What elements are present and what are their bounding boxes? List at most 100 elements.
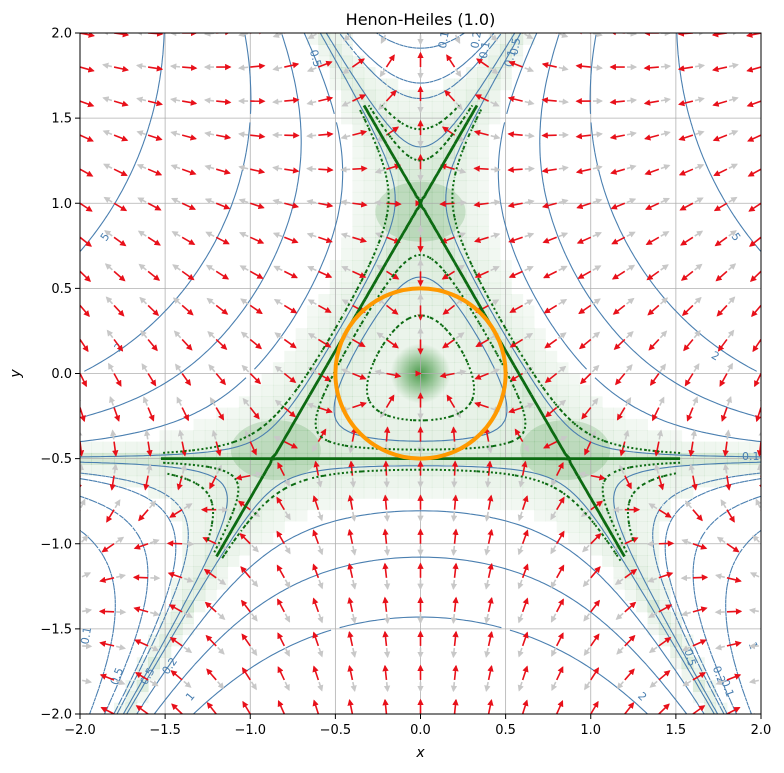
shade-cell (522, 418, 535, 431)
force-arrow (475, 338, 489, 348)
shade-cell (636, 487, 648, 499)
force-arrow (521, 460, 528, 476)
shade-cell (420, 260, 433, 272)
shade-cell (363, 316, 376, 329)
shade-cell (193, 418, 206, 431)
shade-cell (363, 362, 376, 374)
shade-cell (182, 521, 194, 533)
shade-cell (216, 487, 229, 499)
shade-cell (341, 373, 353, 386)
gradient-arrow (656, 429, 664, 440)
force-arrow (277, 666, 286, 681)
shade-cell (397, 328, 410, 340)
shade-cell (647, 589, 660, 601)
shade-cell (318, 305, 331, 318)
shade-cell (170, 577, 183, 590)
shade-cell (477, 260, 490, 272)
shade-cell (284, 441, 297, 454)
gradient-arrow (454, 34, 461, 44)
gradient-arrow (169, 63, 181, 70)
shade-cell (465, 430, 478, 443)
shade-cell (261, 441, 274, 454)
gradient-arrow (272, 165, 283, 172)
shade-cell (318, 373, 331, 386)
shade-cell (375, 396, 387, 409)
gradient-arrow (340, 199, 351, 206)
shade-cell (477, 248, 490, 261)
gradient-arrow (108, 362, 114, 372)
gradient-arrow (728, 163, 738, 170)
shade-cell (477, 487, 490, 499)
shade-cell (409, 146, 421, 159)
gradient-arrow (490, 133, 501, 140)
shade-cell (250, 475, 263, 488)
force-arrow (442, 338, 456, 349)
force-arrow (474, 401, 489, 409)
shade-cell (522, 498, 535, 511)
shade-cell (420, 271, 433, 284)
gradient-arrow (583, 613, 591, 622)
gradient-arrow (136, 163, 147, 170)
force-arrow (647, 304, 660, 316)
y-tick-label: 0.0 (51, 367, 72, 382)
shade-cell (375, 418, 387, 431)
shade-cell (216, 498, 229, 511)
shade-cell (465, 180, 478, 193)
shade-cell (420, 475, 433, 488)
shade-cell (114, 441, 126, 454)
gradient-arrow (238, 33, 249, 38)
shade-cell (170, 464, 183, 477)
shade-cell (545, 441, 558, 454)
force-arrow (138, 509, 149, 522)
gradient-arrow (693, 329, 701, 339)
gradient-arrow (102, 96, 113, 103)
gradient-arrow (658, 396, 665, 406)
shade-cell (465, 146, 478, 159)
force-arrow (726, 673, 742, 681)
shade-cell (624, 430, 637, 443)
shade-cell (692, 475, 705, 488)
force-arrow (749, 270, 761, 282)
shade-cell (613, 566, 626, 579)
force-arrow (575, 132, 591, 140)
gradient-arrow (558, 435, 568, 442)
shade-cell (272, 373, 285, 386)
gradient-arrow (524, 99, 535, 106)
shade-cell (556, 487, 569, 499)
gradient-arrow (80, 362, 81, 370)
shade-cell (568, 418, 580, 431)
gradient-arrow (183, 646, 193, 654)
shade-cell (420, 203, 433, 216)
shade-cell (318, 33, 331, 45)
shade-cell (352, 214, 365, 227)
force-arrow (80, 679, 81, 680)
force-arrow (180, 441, 188, 457)
force-arrow (719, 373, 728, 387)
gradient-arrow (517, 545, 524, 556)
shade-cell (295, 396, 308, 409)
force-arrow (683, 338, 694, 352)
shade-cell (738, 441, 751, 454)
shade-cell (386, 203, 399, 216)
shade-cell (409, 248, 421, 261)
shade-cell (636, 521, 648, 533)
shade-cell (522, 339, 535, 352)
shade-cell (261, 532, 274, 545)
gradient-arrow (135, 63, 147, 70)
gradient-arrow (70, 164, 78, 168)
shade-cell (409, 475, 421, 488)
shade-cell (341, 339, 353, 352)
force-arrow (134, 672, 149, 681)
shade-cell (477, 169, 490, 182)
gradient-arrow (558, 332, 567, 339)
shade-cell (352, 350, 365, 363)
force-arrow (543, 440, 558, 449)
shade-cell (715, 475, 728, 488)
force-arrow (624, 702, 635, 714)
shade-cell (352, 169, 365, 182)
shade-cell (386, 260, 399, 272)
shade-cell (216, 521, 229, 533)
shade-cell (443, 430, 456, 443)
shade-cell (443, 384, 456, 397)
shade-cell (363, 271, 376, 284)
